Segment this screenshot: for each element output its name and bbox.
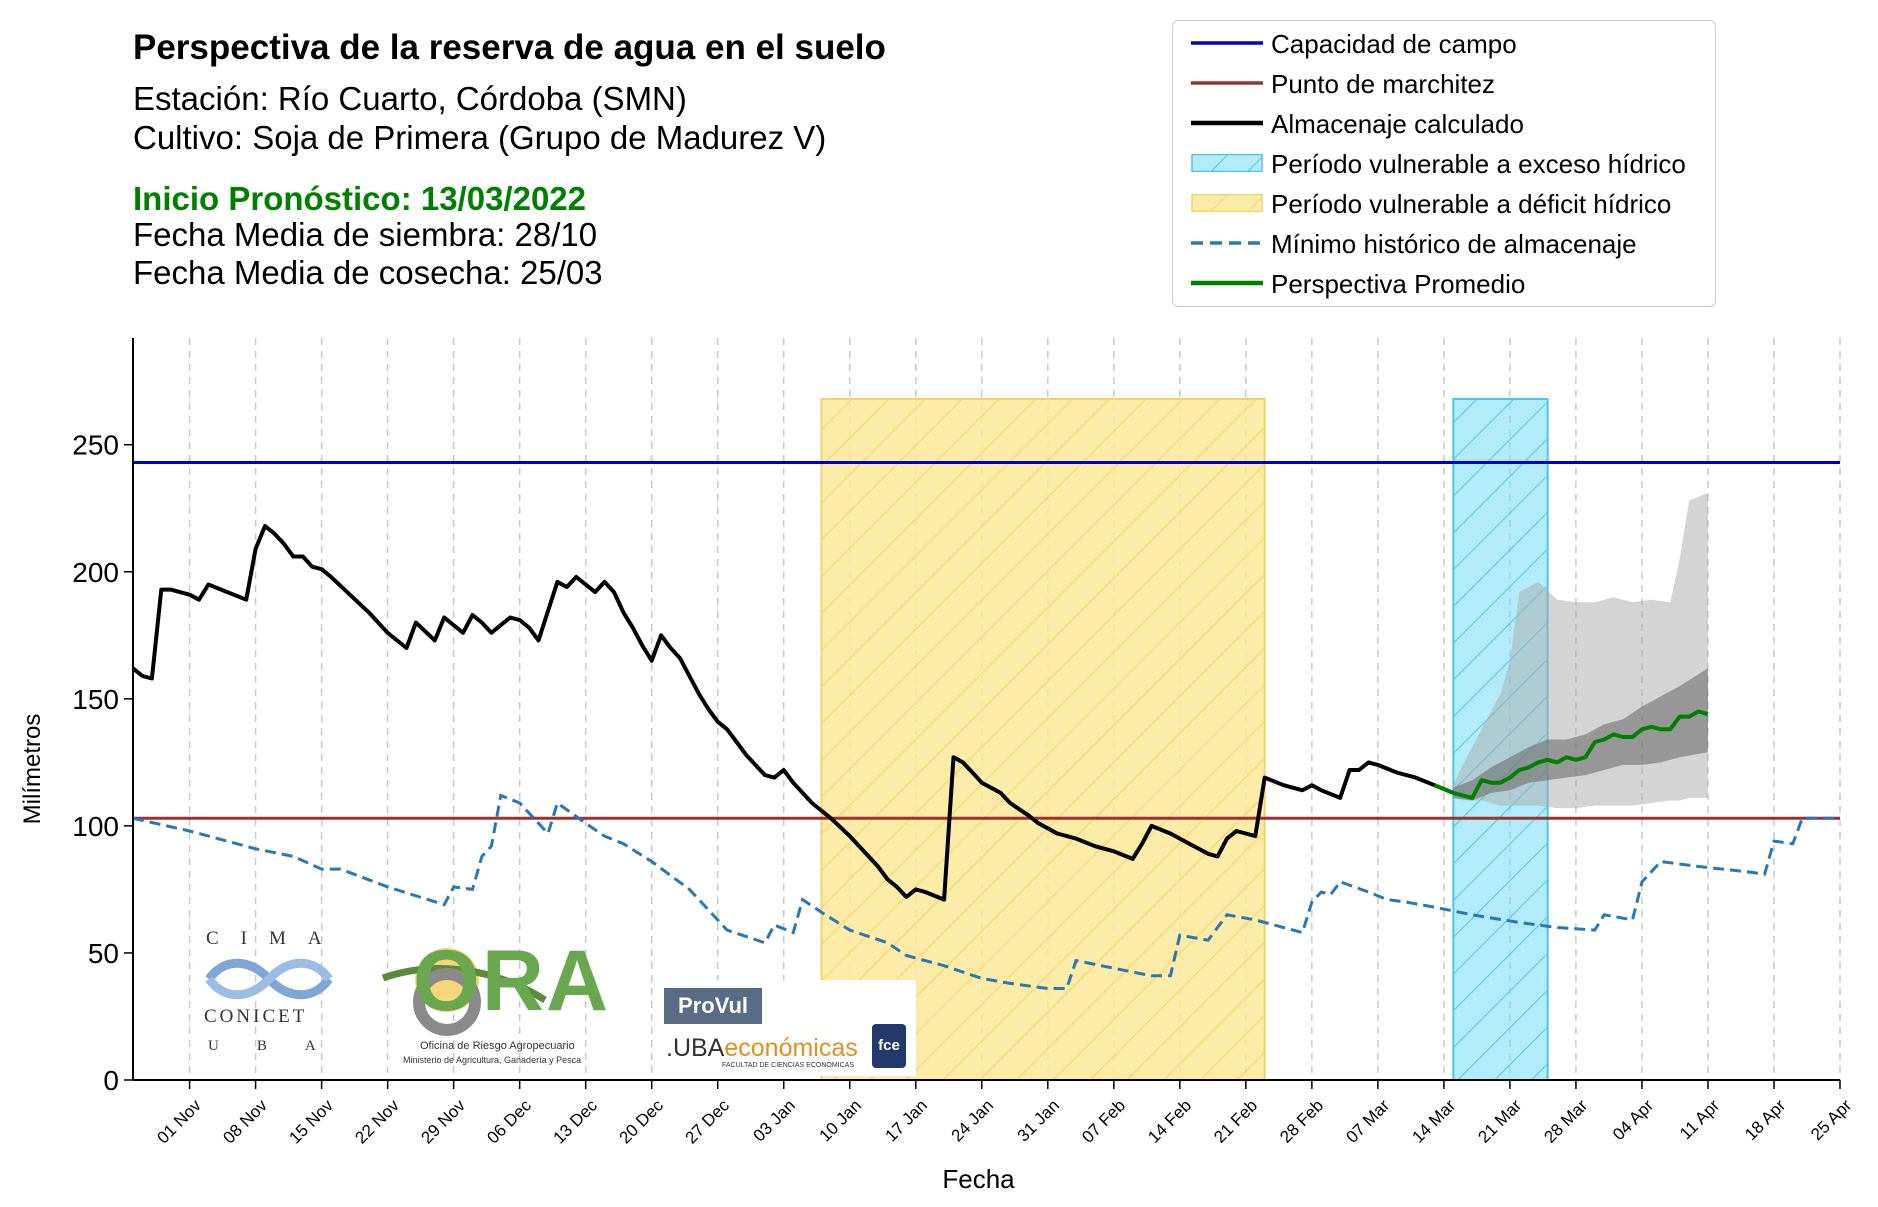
x-axis-label: Fecha — [942, 1164, 1015, 1194]
cima-conicet-uba-logo: CIMA CONICET UBA — [200, 928, 340, 1063]
x-tick-label: 13 Dec — [549, 1096, 601, 1148]
x-tick-label: 15 Nov — [285, 1096, 337, 1148]
x-tick-label: 28 Mar — [1540, 1096, 1591, 1147]
forecast-start-label: Inicio Pronóstico: 13/03/2022 — [133, 180, 587, 217]
cima-logo-text: CIMA — [206, 928, 344, 949]
x-tick-label: 24 Jan — [948, 1096, 998, 1146]
y-tick-label: 0 — [103, 1065, 119, 1096]
sowing-date-label: Fecha Media de siembra: 28/10 — [133, 216, 598, 253]
ora-logo: ORA Oficina de Riesgo Agropecuario Minis… — [375, 933, 615, 1070]
legend-swatch-wilting-point — [1191, 81, 1263, 85]
legend-item-deficit-period: Período vulnerable a déficit hídrico — [1183, 183, 1703, 223]
legend-item-hist-min: Mínimo histórico de almacenaje — [1183, 223, 1703, 263]
x-tick-label: 31 Jan — [1014, 1096, 1064, 1146]
x-tick-label: 07 Mar — [1342, 1096, 1393, 1147]
x-tick-label: 04 Apr — [1609, 1096, 1657, 1144]
x-tick-label: 01 Nov — [153, 1096, 205, 1148]
provul-uba-economicas-logo: ProVul .UBAeconómicas FACULTAD DE CIENCI… — [660, 980, 916, 1076]
uba-logo-text: UBA — [208, 1038, 354, 1054]
x-tick-label: 21 Feb — [1210, 1096, 1261, 1147]
y-axis-label: Milímetros — [19, 714, 46, 825]
y-tick-label: 150 — [72, 684, 119, 715]
x-tick-label: 22 Nov — [351, 1096, 403, 1148]
ora-subtitle-2: Ministerio de Agricultura, Ganadería y P… — [403, 1055, 582, 1065]
legend-item-forecast: Perspectiva Promedio — [1183, 263, 1703, 303]
ora-subtitle-1: Oficina de Riesgo Agropecuario — [420, 1040, 575, 1052]
legend-swatch-forecast — [1191, 280, 1263, 286]
legend-swatch-hist-min — [1191, 241, 1263, 245]
y-tick-label: 250 — [72, 430, 119, 461]
uba-economicas-logo-text: .UBAeconómicas — [666, 1034, 858, 1062]
uba-economicas-subtitle: FACULTAD DE CIENCIAS ECONÓMICAS — [722, 1062, 854, 1069]
y-tick-label: 200 — [72, 557, 119, 588]
x-tick-label: 29 Nov — [417, 1096, 469, 1148]
chart-legend: Capacidad de campo Punto de marchitez Al… — [1172, 20, 1716, 307]
legend-label-storage: Almacenaje calculado — [1271, 109, 1524, 139]
legend-label-field-capacity: Capacidad de campo — [1271, 29, 1517, 59]
ora-emblem-icon — [381, 948, 547, 1036]
x-tick-label: 28 Feb — [1276, 1096, 1327, 1147]
x-tick-label: 17 Jan — [882, 1096, 932, 1146]
legend-swatch-storage — [1191, 120, 1263, 126]
x-tick-label: 08 Nov — [219, 1096, 271, 1148]
conicet-logo-text: CONICET — [204, 1006, 308, 1027]
x-tick-label: 03 Jan — [750, 1096, 800, 1146]
chart-title: Perspectiva de la reserva de agua en el … — [133, 28, 886, 67]
x-tick-label: 11 Apr — [1676, 1096, 1724, 1144]
legend-label-forecast: Perspectiva Promedio — [1271, 269, 1526, 299]
forecast-inner-band — [1453, 668, 1708, 801]
x-tick-label: 25 Apr — [1807, 1096, 1855, 1144]
uba-prefix-text: .UBA — [666, 1034, 725, 1062]
x-tick-label: 14 Mar — [1408, 1096, 1459, 1147]
legend-label-wilting-point: Punto de marchitez — [1271, 69, 1496, 99]
provul-logo-text: ProVul — [664, 988, 762, 1024]
legend-item-field-capacity: Capacidad de campo — [1183, 23, 1703, 63]
forecast-series-line — [1433, 709, 1709, 800]
legend-label-deficit-period: Período vulnerable a déficit hídrico — [1271, 189, 1672, 219]
x-tick-label: 14 Feb — [1144, 1096, 1195, 1147]
deficit-period-area — [820, 397, 1266, 1081]
legend-item-excess-period: Período vulnerable a exceso hídrico — [1183, 143, 1703, 183]
hist-min-series-line — [132, 793, 1840, 990]
legend-swatch-field-capacity — [1191, 41, 1263, 45]
legend-label-hist-min: Mínimo histórico de almacenaje — [1271, 229, 1637, 259]
storage-series-line — [131, 524, 1455, 902]
y-tick-label: 100 — [72, 811, 119, 842]
harvest-date-label: Fecha Media de cosecha: 25/03 — [133, 254, 603, 291]
x-tick-label: 07 Feb — [1078, 1096, 1129, 1147]
x-tick-label: 21 Mar — [1474, 1096, 1525, 1147]
legend-label-excess-period: Período vulnerable a exceso hídrico — [1271, 149, 1686, 179]
x-tick-label: 06 Dec — [483, 1096, 535, 1148]
fce-badge: fce — [872, 1024, 906, 1068]
station-label: Estación: Río Cuarto, Córdoba (SMN) — [133, 80, 687, 117]
legend-item-storage: Almacenaje calculado — [1183, 103, 1703, 143]
x-tick-label: 20 Dec — [615, 1096, 667, 1148]
x-tick-label: 27 Dec — [682, 1096, 734, 1148]
cima-wave-icon — [205, 958, 333, 1000]
x-tick-label: 10 Jan — [816, 1096, 866, 1146]
uba-suffix-text: económicas — [724, 1034, 858, 1062]
x-tick-label: 18 Apr — [1741, 1096, 1789, 1144]
legend-swatch-excess-period — [1191, 154, 1263, 172]
ora-logo-text: ORA — [413, 933, 611, 1029]
crop-label: Cultivo: Soja de Primera (Grupo de Madur… — [133, 119, 827, 156]
legend-swatch-deficit-period — [1191, 194, 1263, 212]
y-tick-label: 50 — [88, 938, 119, 969]
legend-item-wilting-point: Punto de marchitez — [1183, 63, 1703, 103]
